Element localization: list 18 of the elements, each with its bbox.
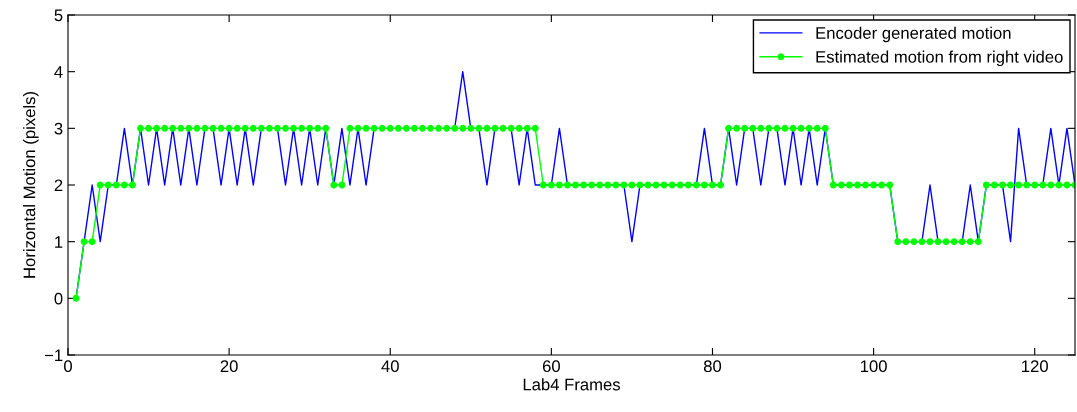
legend-label: Encoder generated motion bbox=[816, 26, 1011, 43]
x-tick-label: 80 bbox=[703, 360, 722, 373]
y-tick-label: 3 bbox=[54, 122, 63, 135]
x-tick-label: 60 bbox=[542, 360, 560, 373]
y-tick-label: 0 bbox=[54, 292, 63, 305]
x-axis-title: Lab4 Frames bbox=[523, 378, 620, 391]
y-tick-label: 5 bbox=[54, 9, 63, 22]
y-tick-label: 1 bbox=[55, 236, 63, 248]
x-tick-label: 120 bbox=[1022, 360, 1048, 373]
x-tick-label: 20 bbox=[220, 360, 238, 373]
y-axis-title: Horizontal Motion (pixels) bbox=[23, 92, 39, 278]
y-tick-label: 2 bbox=[54, 179, 63, 192]
x-tick-label: 0 bbox=[64, 360, 72, 373]
y-tick-label: 4 bbox=[54, 66, 63, 78]
x-tick-label: 100 bbox=[860, 360, 887, 373]
y-tick-label: −1 bbox=[44, 349, 63, 362]
x-tick-label: 40 bbox=[381, 360, 399, 373]
legend-label: Estimated motion from right video bbox=[816, 50, 1063, 67]
